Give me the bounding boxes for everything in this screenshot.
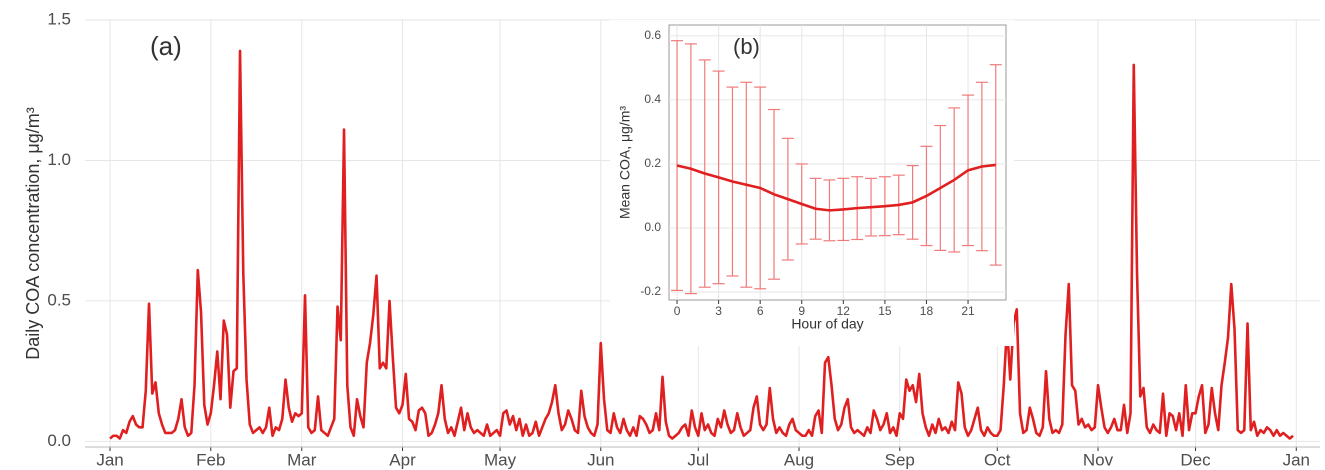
x-tick-label: Feb [196,450,225,469]
x-tick-label: Oct [984,450,1011,469]
panel-label: (a) [150,31,182,61]
x-tick-label: Aug [784,450,814,469]
y-tick-label: 0.4 [644,92,661,106]
x-tick-label: 18 [920,304,934,318]
y-tick-label: 1.5 [47,9,71,28]
y-axis-title: Mean COA, μg/m³ [617,106,633,219]
x-tick-label: May [484,450,517,469]
panel-label: (b) [733,34,760,59]
x-tick-label: 9 [798,304,805,318]
y-tick-label: 0.2 [644,156,661,170]
x-tick-label: Dec [1180,450,1211,469]
x-tick-label: 0 [674,304,681,318]
x-axis-title: Hour of day [791,316,863,332]
y-tick-label: 0.0 [644,220,661,234]
x-tick-label: 12 [837,304,851,318]
y-tick-label: -0.2 [640,284,661,298]
x-tick-label: Mar [287,450,317,469]
x-tick-label: Sep [885,450,915,469]
inset-frame [668,24,1007,301]
y-tick-label: 0.5 [47,290,71,309]
x-tick-label: Apr [389,450,416,469]
x-tick-label: Jan [1283,450,1310,469]
x-tick-label: 15 [878,304,892,318]
x-tick-label: 3 [715,304,722,318]
x-tick-label: Nov [1083,450,1114,469]
y-axis-title: Daily COA concentration, μg/m³ [23,107,43,359]
inset-background [610,20,1014,346]
x-tick-label: 21 [961,304,975,318]
y-tick-label: 0.0 [47,431,71,450]
x-tick-label: 6 [757,304,764,318]
x-tick-label: Jul [687,450,709,469]
mean-line [676,163,996,212]
x-tick-label: Jan [96,450,123,469]
y-tick-label: 1.0 [47,150,71,169]
y-tick-label: 0.6 [644,28,661,42]
data-line [109,49,1294,440]
x-tick-label: Jun [587,450,614,469]
